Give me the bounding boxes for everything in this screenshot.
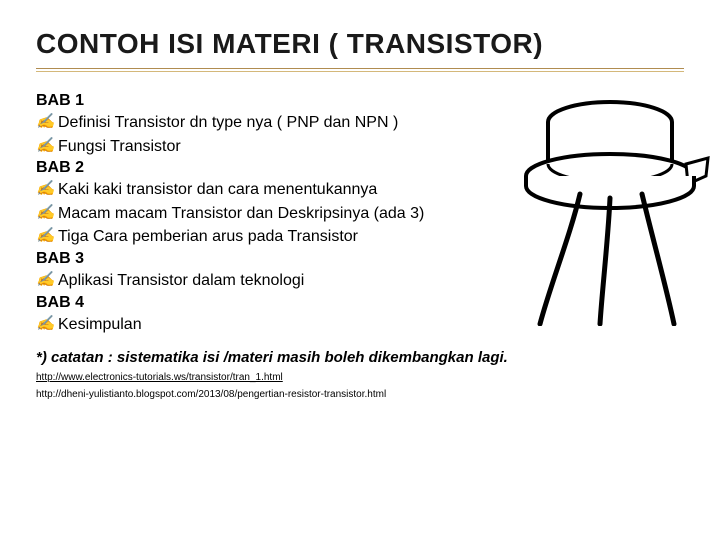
reference-link[interactable]: http://www.electronics-tutorials.ws/tran…: [36, 372, 684, 383]
list-item-label: Kesimpulan: [58, 314, 142, 336]
page-title: CONTOH ISI MATERI ( TRANSISTOR): [36, 28, 684, 66]
bullet-icon: ✍: [36, 179, 58, 199]
reference-link[interactable]: http://dheni-yulistianto.blogspot.com/20…: [36, 389, 684, 400]
bullet-icon: ✍: [36, 112, 58, 132]
list-item-label: Fungsi Transistor: [58, 136, 181, 158]
bullet-icon: ✍: [36, 270, 58, 290]
list-item-label: Aplikasi Transistor dalam teknologi: [58, 270, 304, 292]
bullet-icon: ✍: [36, 314, 58, 334]
list-item-label: Definisi Transistor dn type nya ( PNP da…: [58, 112, 398, 134]
footnote: *) catatan : sistematika isi /materi mas…: [36, 349, 684, 366]
bullet-icon: ✍: [36, 226, 58, 246]
list-item-label: Tiga Cara pemberian arus pada Transistor: [58, 226, 358, 248]
list-item-label: Kaki kaki transistor dan cara menentukan…: [58, 179, 377, 201]
list-item-label: Macam macam Transistor dan Deskripsinya …: [58, 203, 424, 225]
bullet-icon: ✍: [36, 136, 58, 156]
transistor-to18-icon: [510, 86, 710, 326]
bullet-icon: ✍: [36, 203, 58, 223]
title-underline: [36, 68, 684, 72]
slide: CONTOH ISI MATERI ( TRANSISTOR) BAB 1 ✍ …: [0, 0, 720, 540]
